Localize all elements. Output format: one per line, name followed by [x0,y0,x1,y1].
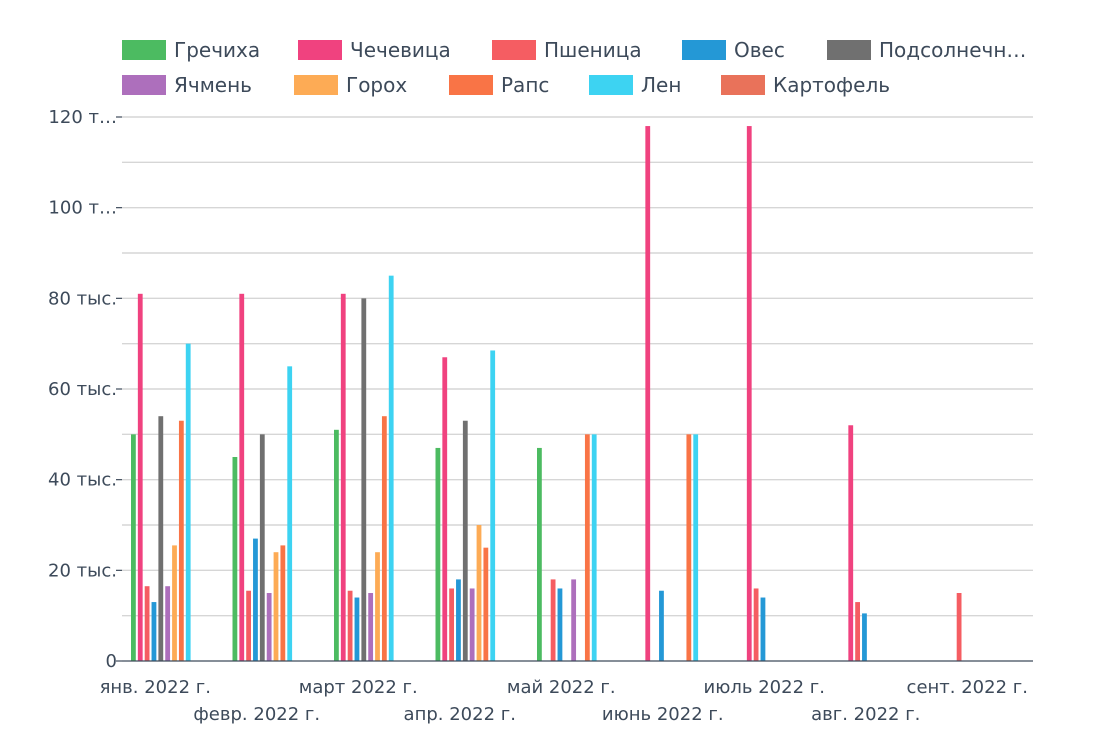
bar[interactable] [462,420,468,661]
bar[interactable] [172,545,177,661]
bar[interactable] [753,588,759,661]
axes: 0 20 тыс. 40 тыс. 60 тыс. 80 тыс. 100 т… 120 т… [48,107,1033,725]
bar[interactable] [266,593,272,661]
legend: Гречиха Чечевица Пшеница Овес Подсолнечн… Ячм… [122,38,1026,97]
bar[interactable] [273,552,279,661]
bars [131,126,962,662]
gridlines [122,116,1033,617]
x-tick-label: авг. 2022 г. [811,704,920,725]
bar[interactable] [848,425,854,661]
bar[interactable] [591,434,597,661]
bar[interactable] [259,434,265,661]
bar[interactable] [584,434,590,661]
x-tick-label: апр. 2022 г. [404,704,516,725]
bar[interactable] [280,545,286,661]
legend-swatch[interactable] [827,40,871,60]
bar[interactable] [232,457,238,661]
legend-swatch[interactable] [294,75,338,95]
legend-swatch[interactable] [298,40,342,60]
legend-swatch[interactable] [122,75,166,95]
y-tick-label: 0 [106,651,117,672]
y-tick-label: 40 тыс. [48,470,117,491]
legend-label[interactable]: Рапс [501,73,549,97]
bar[interactable] [375,552,380,661]
bar[interactable] [340,293,346,661]
legend-label[interactable]: Картофель [773,73,890,97]
bar[interactable] [659,590,664,661]
bar[interactable] [557,588,563,661]
bar[interactable] [178,420,184,661]
bar[interactable] [144,586,150,661]
x-tick-label: май 2022 г. [507,677,616,698]
bar[interactable] [550,579,556,661]
bar[interactable] [435,447,441,661]
legend-label[interactable]: Подсолнечн… [879,38,1026,62]
legend-label[interactable]: Чечевица [350,38,451,62]
x-tick-label: янв. 2022 г. [100,677,211,698]
legend-label[interactable]: Гречиха [174,38,260,62]
y-tick-label: 100 т… [48,198,117,219]
bar[interactable] [185,343,191,661]
bar[interactable] [490,350,496,661]
bar[interactable] [449,588,454,661]
legend-label[interactable]: Ячмень [174,73,252,97]
legend-swatch[interactable] [589,75,633,95]
bar[interactable] [693,434,699,661]
legend-label[interactable]: Пшеница [544,38,642,62]
legend-label[interactable]: Горох [346,73,407,97]
bar[interactable] [645,126,651,662]
bar[interactable] [347,590,353,661]
y-tick-label: 80 тыс. [48,288,117,309]
bar[interactable] [862,613,867,661]
bar[interactable] [469,588,475,661]
legend-label[interactable]: Лен [641,73,681,97]
bar[interactable] [368,593,374,661]
bar[interactable] [131,434,136,661]
bar[interactable] [388,275,394,661]
bar[interactable] [476,525,482,661]
bar[interactable] [151,602,157,661]
legend-swatch[interactable] [449,75,493,95]
legend-swatch[interactable] [122,40,166,60]
bar[interactable] [381,416,387,661]
y-tick-label: 60 тыс. [48,379,117,400]
bar[interactable] [855,602,860,661]
bar[interactable] [253,538,258,661]
x-tick-label: март 2022 г. [299,677,418,698]
legend-swatch[interactable] [682,40,726,60]
legend-label[interactable]: Овес [734,38,785,62]
y-tick-label: 120 т… [48,107,117,128]
x-tick-label: июль 2022 г. [704,677,825,698]
bar[interactable] [442,357,448,661]
bar[interactable] [483,547,489,661]
bar[interactable] [361,298,367,661]
x-tick-label: июнь 2022 г. [602,704,724,725]
bar[interactable] [456,579,461,661]
y-tick-label: 20 тыс. [48,560,117,581]
bar[interactable] [246,590,251,661]
bar[interactable] [760,597,766,661]
bar[interactable] [287,366,293,661]
x-tick-label: сент. 2022 г. [907,677,1028,698]
bar[interactable] [571,579,577,661]
x-tick-label: февр. 2022 г. [193,704,320,725]
bar[interactable] [334,429,339,661]
legend-swatch[interactable] [492,40,536,60]
bar[interactable] [137,293,143,661]
legend-swatch[interactable] [721,75,765,95]
bar[interactable] [165,586,171,661]
bar[interactable] [746,126,752,662]
bar[interactable] [239,293,245,661]
bar[interactable] [158,416,164,661]
bar[interactable] [537,447,542,661]
bar[interactable] [686,434,692,661]
bar[interactable] [956,593,962,661]
bar[interactable] [354,597,360,661]
